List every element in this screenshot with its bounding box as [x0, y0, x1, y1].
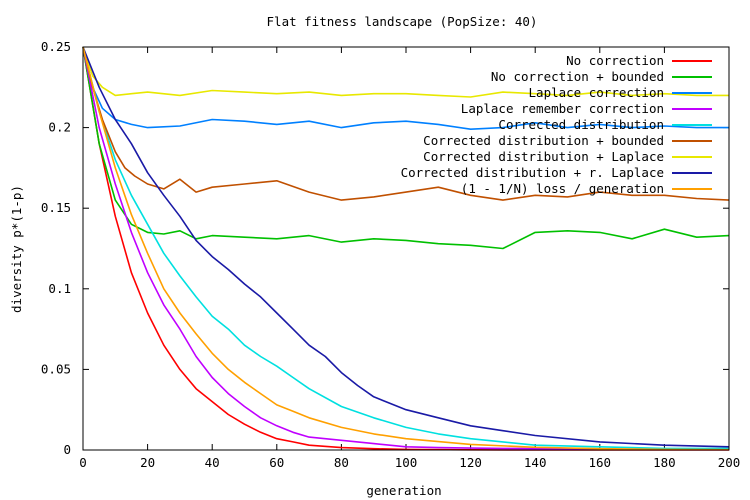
legend-label: Corrected distribution	[498, 117, 664, 132]
axis-ticks: 0 20 40 60 80 100 120 140 160 180 200 0 0.05 0.1 0.15 0…	[41, 39, 740, 470]
series-line-6	[82, 46, 730, 201]
x-tick-label: 60	[269, 455, 284, 470]
x-tick-label: 160	[589, 455, 612, 470]
series-line-2	[82, 46, 730, 250]
x-axis-label: generation	[366, 483, 441, 498]
y-tick-label: 0.2	[48, 120, 71, 135]
legend-label: Laplace remember correction	[461, 101, 664, 116]
series-line-7	[82, 46, 729, 98]
legend-label: No correction + bounded	[491, 69, 664, 84]
series-line-9	[82, 46, 730, 451]
y-tick-label: 0	[63, 442, 71, 457]
legend-label: Corrected distribution + bounded	[423, 133, 664, 148]
y-tick-label: 0.15	[41, 200, 71, 215]
x-tick-label: 0	[79, 455, 87, 470]
series-line-4	[82, 46, 730, 451]
x-tick-label: 180	[653, 455, 676, 470]
legend-label: Corrected distribution + r. Laplace	[401, 165, 664, 180]
series-line-3	[82, 46, 729, 130]
x-tick-label: 100	[395, 455, 418, 470]
legend-label: Corrected distribution + Laplace	[423, 149, 664, 164]
x-tick-label: 20	[140, 455, 155, 470]
x-tick-label: 200	[718, 455, 741, 470]
x-tick-label: 140	[524, 455, 547, 470]
series-line-5	[82, 46, 729, 450]
chart-title: Flat fitness landscape (PopSize: 40)	[267, 14, 538, 29]
y-axis-label: diversity p*(1-p)	[9, 185, 24, 313]
x-tick-label: 80	[334, 455, 349, 470]
x-tick-label: 120	[459, 455, 482, 470]
y-tick-label: 0.1	[48, 281, 71, 296]
series-line-8	[82, 46, 730, 448]
legend-label: Laplace correction	[529, 85, 664, 100]
y-tick-label: 0.05	[41, 361, 71, 376]
x-tick-label: 40	[205, 455, 220, 470]
legend-label: No correction	[566, 53, 664, 68]
y-tick-label: 0.25	[41, 39, 71, 54]
legend-label: (1 - 1/N) loss / generation	[461, 181, 664, 196]
plot-frame	[82, 46, 730, 451]
